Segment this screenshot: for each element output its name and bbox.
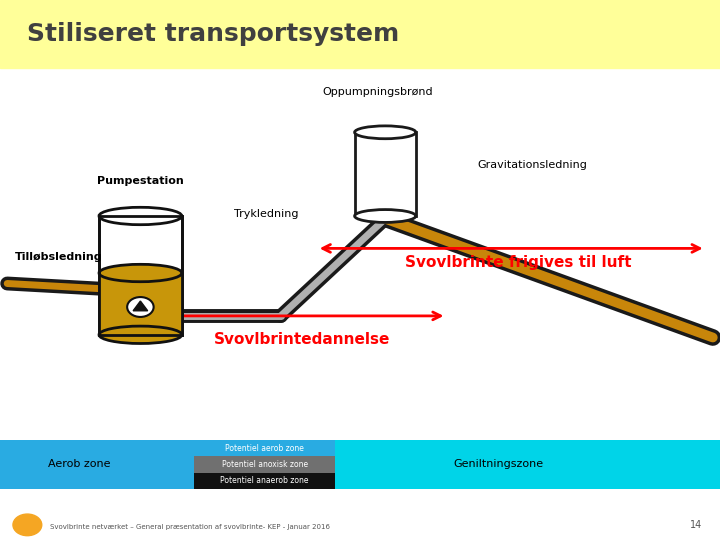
Circle shape <box>127 297 153 317</box>
Text: Gravitationsledning: Gravitationsledning <box>478 160 588 170</box>
Text: Potentiel anaerob zone: Potentiel anaerob zone <box>220 476 309 485</box>
Bar <box>99 216 181 335</box>
Polygon shape <box>133 301 148 311</box>
Ellipse shape <box>99 264 181 282</box>
Text: Potentiel anoxisk zone: Potentiel anoxisk zone <box>222 460 307 469</box>
Bar <box>99 273 181 335</box>
Text: Oppumpningsbrønd: Oppumpningsbrønd <box>323 87 433 97</box>
Ellipse shape <box>355 210 416 222</box>
Bar <box>355 132 416 216</box>
Bar <box>194 440 335 456</box>
Text: Stiliseret transportsystem: Stiliseret transportsystem <box>27 22 400 46</box>
Text: Aerob zone: Aerob zone <box>48 460 110 469</box>
Bar <box>99 216 181 335</box>
Text: Trykledning: Trykledning <box>234 208 299 219</box>
Text: Tilløbsledning: Tilløbsledning <box>14 252 102 262</box>
Text: Geniltningszone: Geniltningszone <box>454 460 544 469</box>
Bar <box>194 456 335 472</box>
Bar <box>277 440 720 489</box>
Circle shape <box>13 514 42 536</box>
Ellipse shape <box>99 207 181 225</box>
Bar <box>0 0 720 68</box>
Ellipse shape <box>99 326 181 343</box>
Bar <box>0 440 256 489</box>
Text: Pumpestation: Pumpestation <box>97 176 184 186</box>
Text: 14: 14 <box>690 520 702 530</box>
Text: Potentiel aerob zone: Potentiel aerob zone <box>225 444 304 453</box>
Bar <box>194 472 335 489</box>
Text: Svovlbrinte frigives til luft: Svovlbrinte frigives til luft <box>405 255 631 270</box>
Text: Svovlbrinte netværket – General præsentation af svovlbrinte- KEP - Januar 2016: Svovlbrinte netværket – General præsenta… <box>50 524 330 530</box>
Text: Svovlbrintedannelse: Svovlbrintedannelse <box>215 332 390 347</box>
Ellipse shape <box>355 126 416 139</box>
